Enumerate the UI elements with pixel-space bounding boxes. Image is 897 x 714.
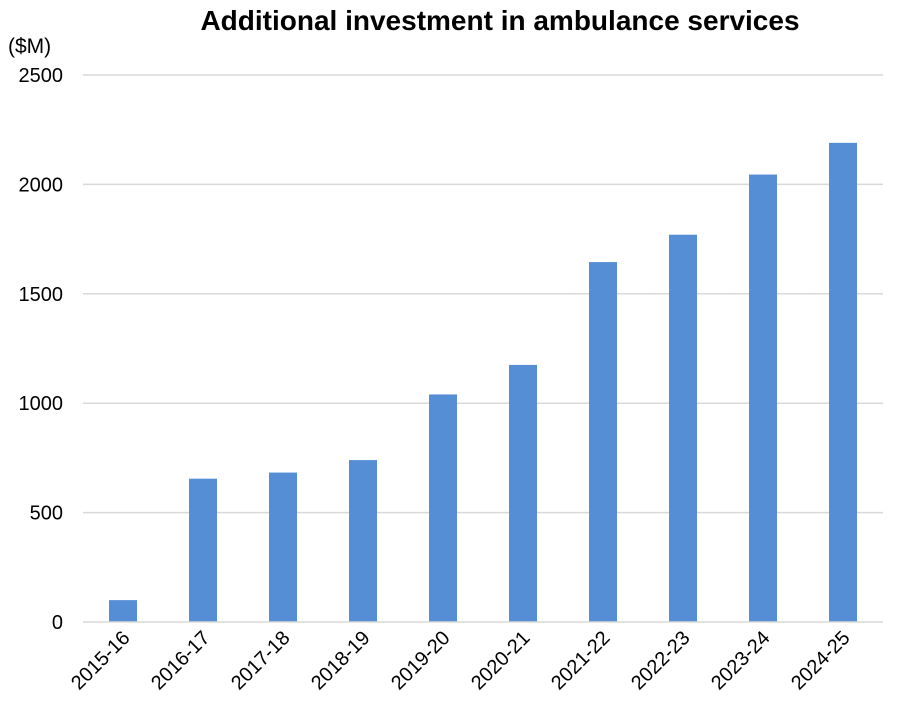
bars xyxy=(109,142,857,622)
y-axis-ticks: 0 500 1000 1500 2000 2500 xyxy=(19,65,64,634)
x-tick-label: 2019-20 xyxy=(387,627,454,694)
bar-2017-18 xyxy=(269,472,297,622)
y-tick-label: 500 xyxy=(30,503,63,525)
bar-2016-17 xyxy=(189,478,217,622)
y-tick-label: 1000 xyxy=(19,393,64,415)
bar-2022-23 xyxy=(669,234,697,622)
y-axis-label: ($M) xyxy=(8,35,51,58)
x-tick-label: 2024-25 xyxy=(787,627,854,694)
x-tick-label: 2023-24 xyxy=(707,627,774,694)
x-tick-label: 2021-22 xyxy=(547,627,614,694)
bar-2019-20 xyxy=(429,394,457,622)
bar-2023-24 xyxy=(749,174,777,622)
bar-2018-19 xyxy=(349,460,377,622)
chart-title: Additional investment in ambulance servi… xyxy=(200,5,799,36)
x-tick-label: 2022-23 xyxy=(627,627,694,694)
bar-2020-21 xyxy=(509,364,537,622)
bar-2015-16 xyxy=(109,600,137,622)
x-tick-label: 2018-19 xyxy=(307,627,374,694)
bar-2021-22 xyxy=(589,262,617,622)
x-tick-label: 2017-18 xyxy=(227,627,294,694)
x-tick-label: 2020-21 xyxy=(467,627,534,694)
bar-2024-25 xyxy=(829,142,857,622)
x-axis-ticks: 2015-16 2016-17 2017-18 2018-19 2019-20 2020-… xyxy=(67,627,854,694)
y-tick-label: 1500 xyxy=(19,284,64,306)
y-tick-label: 0 xyxy=(52,612,63,634)
y-tick-label: 2500 xyxy=(19,65,64,87)
x-tick-label: 2016-17 xyxy=(147,627,214,694)
x-tick-label: 2015-16 xyxy=(67,627,134,694)
y-tick-label: 2000 xyxy=(19,174,64,196)
